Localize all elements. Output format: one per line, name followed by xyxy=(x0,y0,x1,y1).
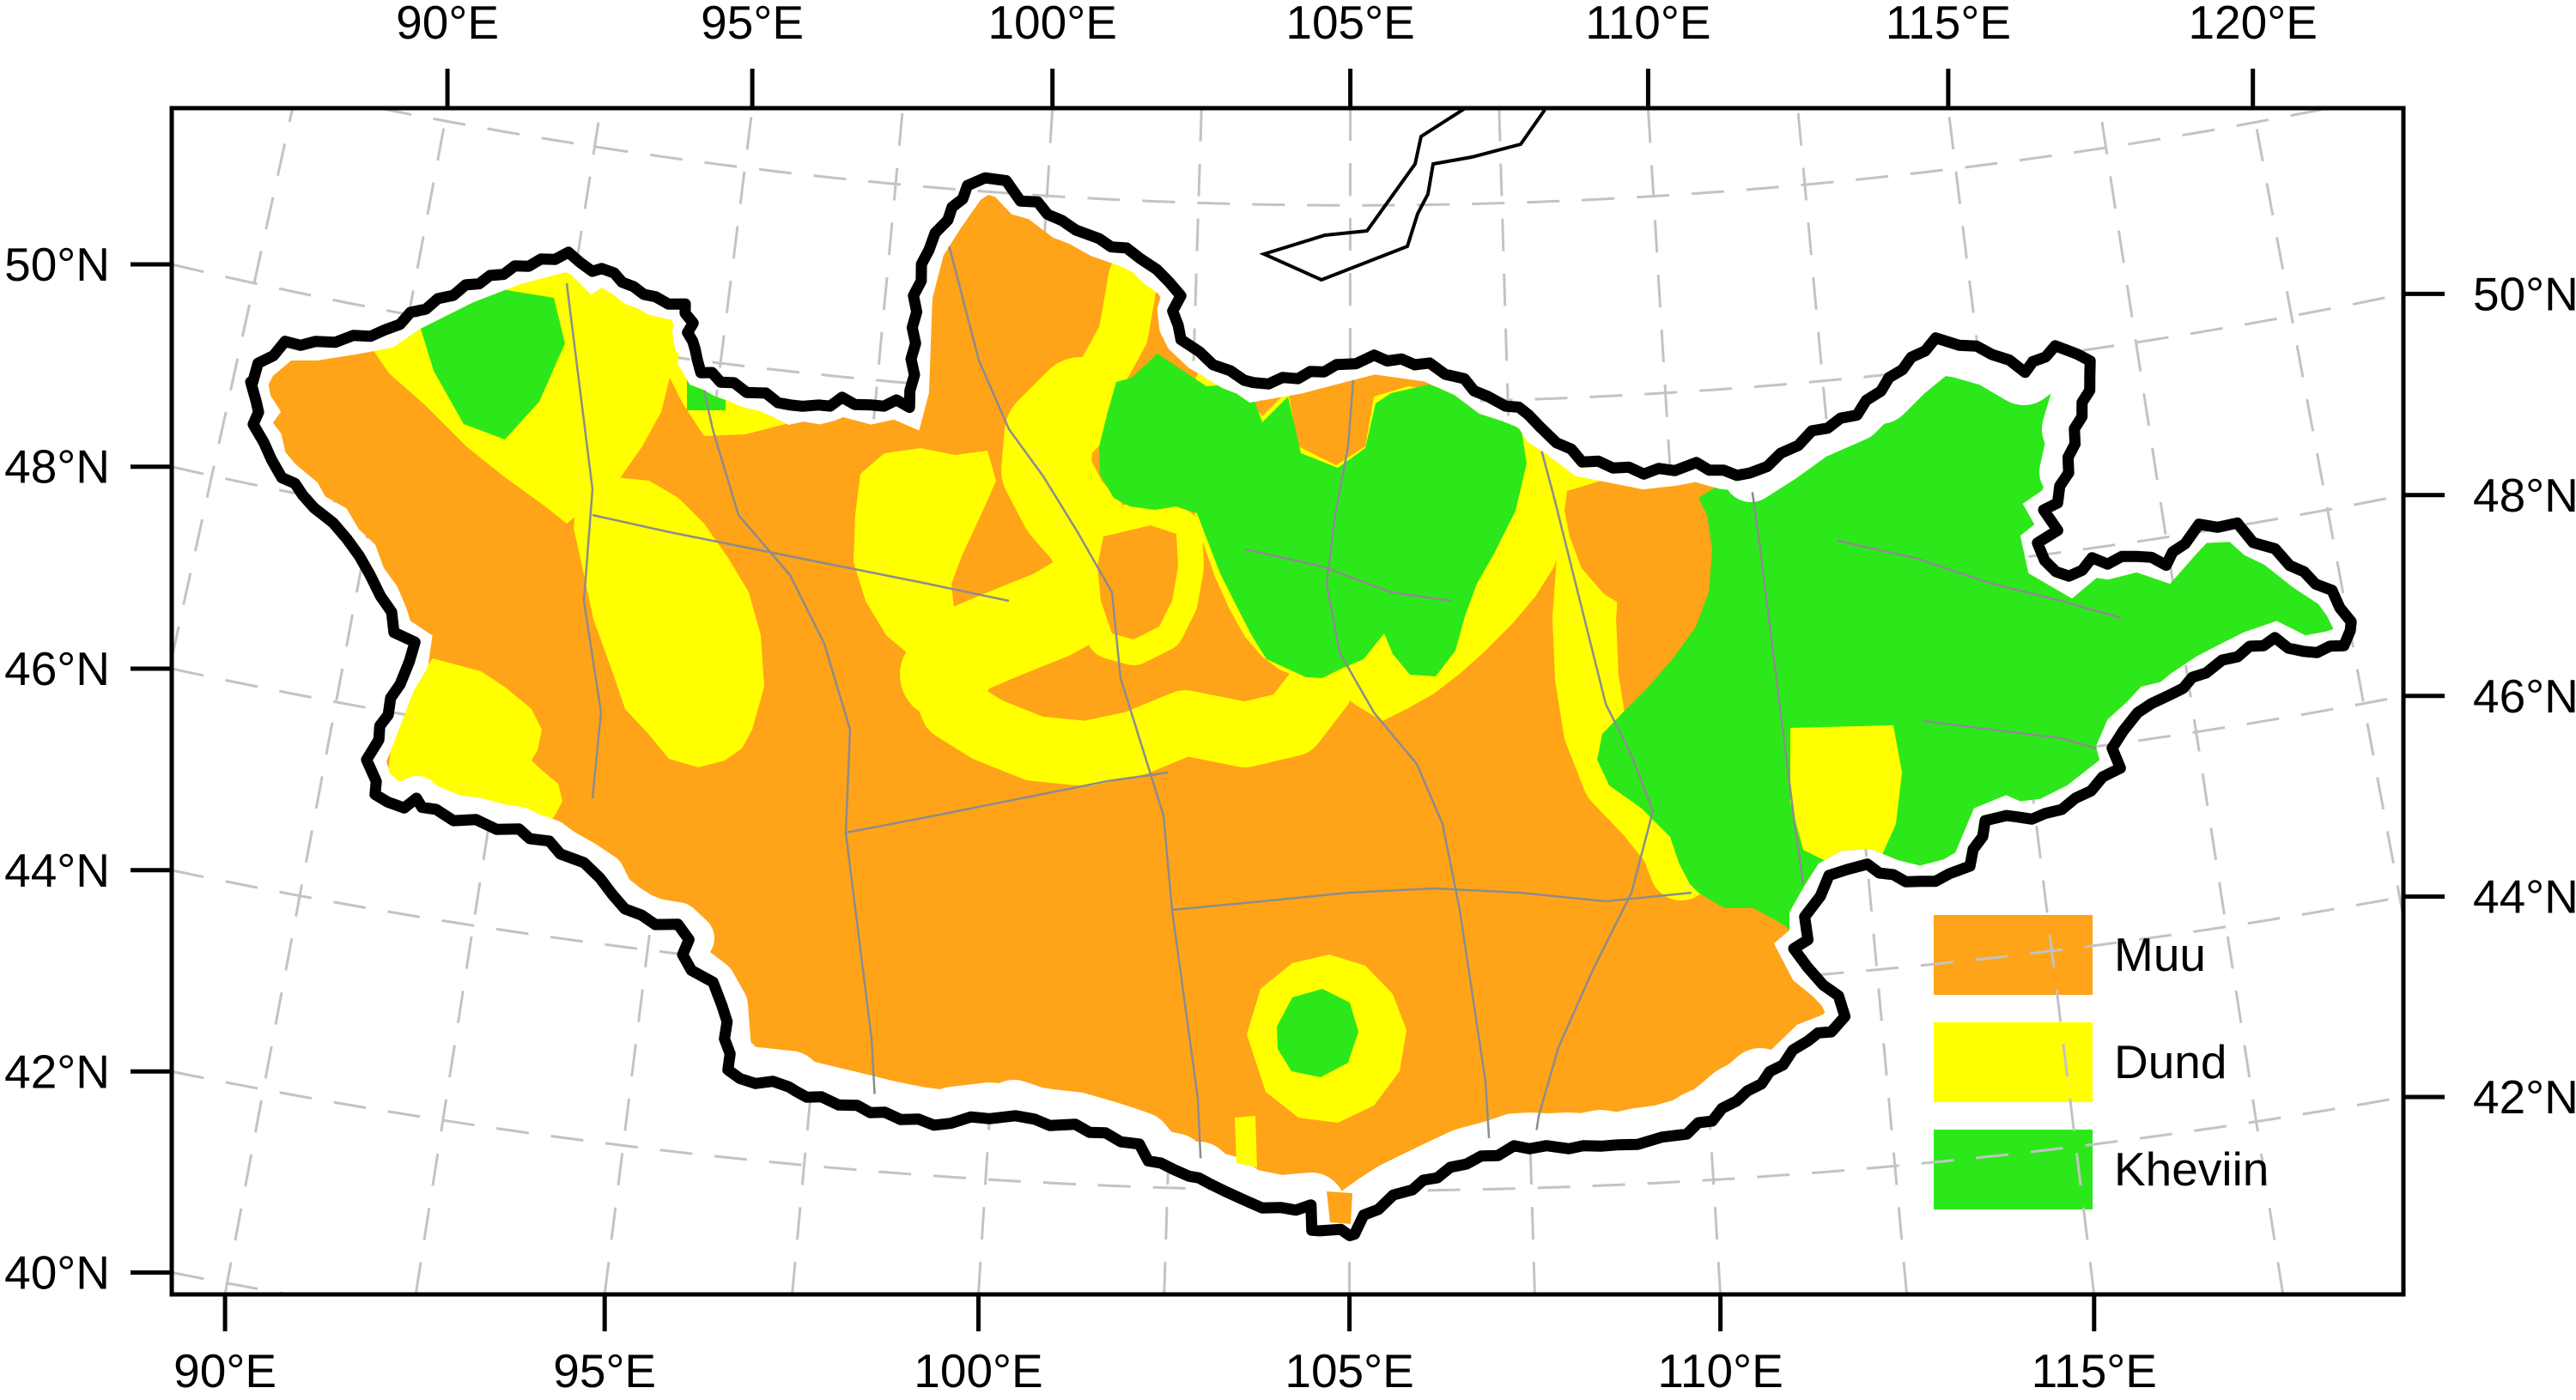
svg-text:115°E: 115°E xyxy=(2032,1344,2157,1397)
svg-text:48°N: 48°N xyxy=(2473,469,2576,522)
svg-text:95°E: 95°E xyxy=(553,1344,656,1397)
svg-text:100°E: 100°E xyxy=(987,0,1116,49)
svg-text:90°E: 90°E xyxy=(396,0,499,49)
svg-text:110°E: 110°E xyxy=(1657,1344,1783,1397)
svg-text:40°N: 40°N xyxy=(4,1246,110,1300)
svg-text:100°E: 100°E xyxy=(914,1344,1042,1397)
svg-text:48°N: 48°N xyxy=(4,440,110,494)
svg-text:120°E: 120°E xyxy=(2188,0,2317,49)
svg-text:90°E: 90°E xyxy=(173,1344,276,1397)
svg-text:95°E: 95°E xyxy=(701,0,804,49)
svg-text:Kheviin: Kheviin xyxy=(2114,1142,2269,1196)
svg-text:105°E: 105°E xyxy=(1285,1344,1413,1397)
svg-text:115°E: 115°E xyxy=(1886,0,2011,49)
svg-text:110°E: 110°E xyxy=(1585,0,1710,49)
svg-text:Dund: Dund xyxy=(2114,1035,2227,1088)
svg-text:42°N: 42°N xyxy=(2473,1070,2576,1124)
svg-text:50°N: 50°N xyxy=(4,238,110,291)
svg-text:Muu: Muu xyxy=(2114,928,2206,981)
svg-text:50°N: 50°N xyxy=(2473,267,2576,320)
svg-text:44°N: 44°N xyxy=(2473,870,2576,924)
svg-text:46°N: 46°N xyxy=(4,642,110,695)
svg-text:105°E: 105°E xyxy=(1285,0,1414,49)
svg-text:42°N: 42°N xyxy=(4,1045,110,1098)
svg-text:44°N: 44°N xyxy=(4,844,110,897)
svg-text:46°N: 46°N xyxy=(2473,670,2576,723)
